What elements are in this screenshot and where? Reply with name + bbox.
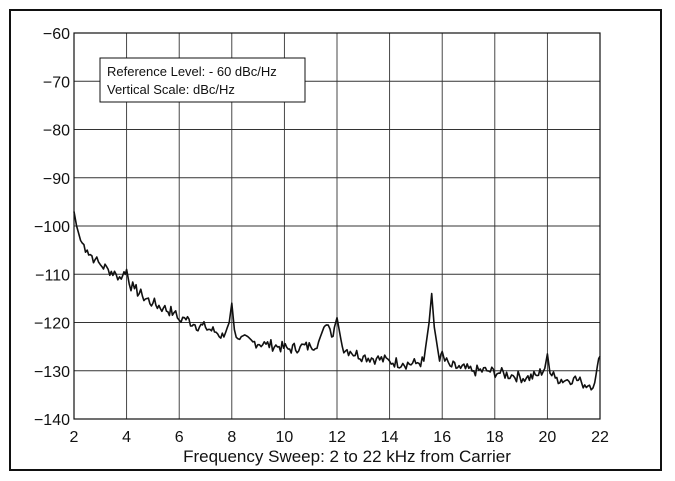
chart-frame: −60 −70 −80 −90 −100 −110 −120 −130 −140 2 4 6 8 10 1… xyxy=(9,9,662,471)
x-axis: 2 4 6 8 10 12 14 16 18 20 22 xyxy=(70,429,609,446)
x-tick-label: 14 xyxy=(381,429,399,446)
noise-spectrum-chart: −60 −70 −80 −90 −100 −110 −120 −130 −140 2 4 6 8 10 1… xyxy=(34,26,609,466)
annotation-line: Reference Level: - 60 dBc/Hz xyxy=(107,64,277,79)
plot-area xyxy=(73,32,601,420)
x-tick-label: 8 xyxy=(227,429,236,446)
x-axis-label: Frequency Sweep: 2 to 22 kHz from Carrie… xyxy=(183,447,511,466)
x-tick-label: 6 xyxy=(175,429,184,446)
x-tick-label: 18 xyxy=(486,429,504,446)
y-tick-label: −100 xyxy=(34,219,70,236)
annotation-box xyxy=(99,57,306,103)
x-tick-label: 4 xyxy=(122,429,131,446)
y-tick-label: −130 xyxy=(34,364,70,381)
y-tick-label: −140 xyxy=(34,412,70,429)
y-tick-label: −60 xyxy=(43,26,70,43)
x-tick-label: 12 xyxy=(328,429,346,446)
y-tick-label: −70 xyxy=(43,74,70,91)
x-tick-label: 16 xyxy=(433,429,451,446)
annotation-line: Vertical Scale: dBc/Hz xyxy=(107,82,235,97)
y-tick-label: −80 xyxy=(43,123,70,140)
y-axis: −60 −70 −80 −90 −100 −110 −120 −130 −140 xyxy=(34,26,70,429)
x-tick-label: 2 xyxy=(70,429,79,446)
y-tick-label: −90 xyxy=(43,171,70,188)
y-tick-label: −110 xyxy=(35,267,70,284)
x-tick-label: 22 xyxy=(591,429,609,446)
y-tick-label: −120 xyxy=(34,316,70,333)
x-tick-label: 20 xyxy=(539,429,557,446)
reference-annotation: Reference Level: - 60 dBc/Hz Vertical Sc… xyxy=(99,57,306,103)
series-line xyxy=(73,211,601,391)
x-tick-label: 10 xyxy=(276,429,294,446)
